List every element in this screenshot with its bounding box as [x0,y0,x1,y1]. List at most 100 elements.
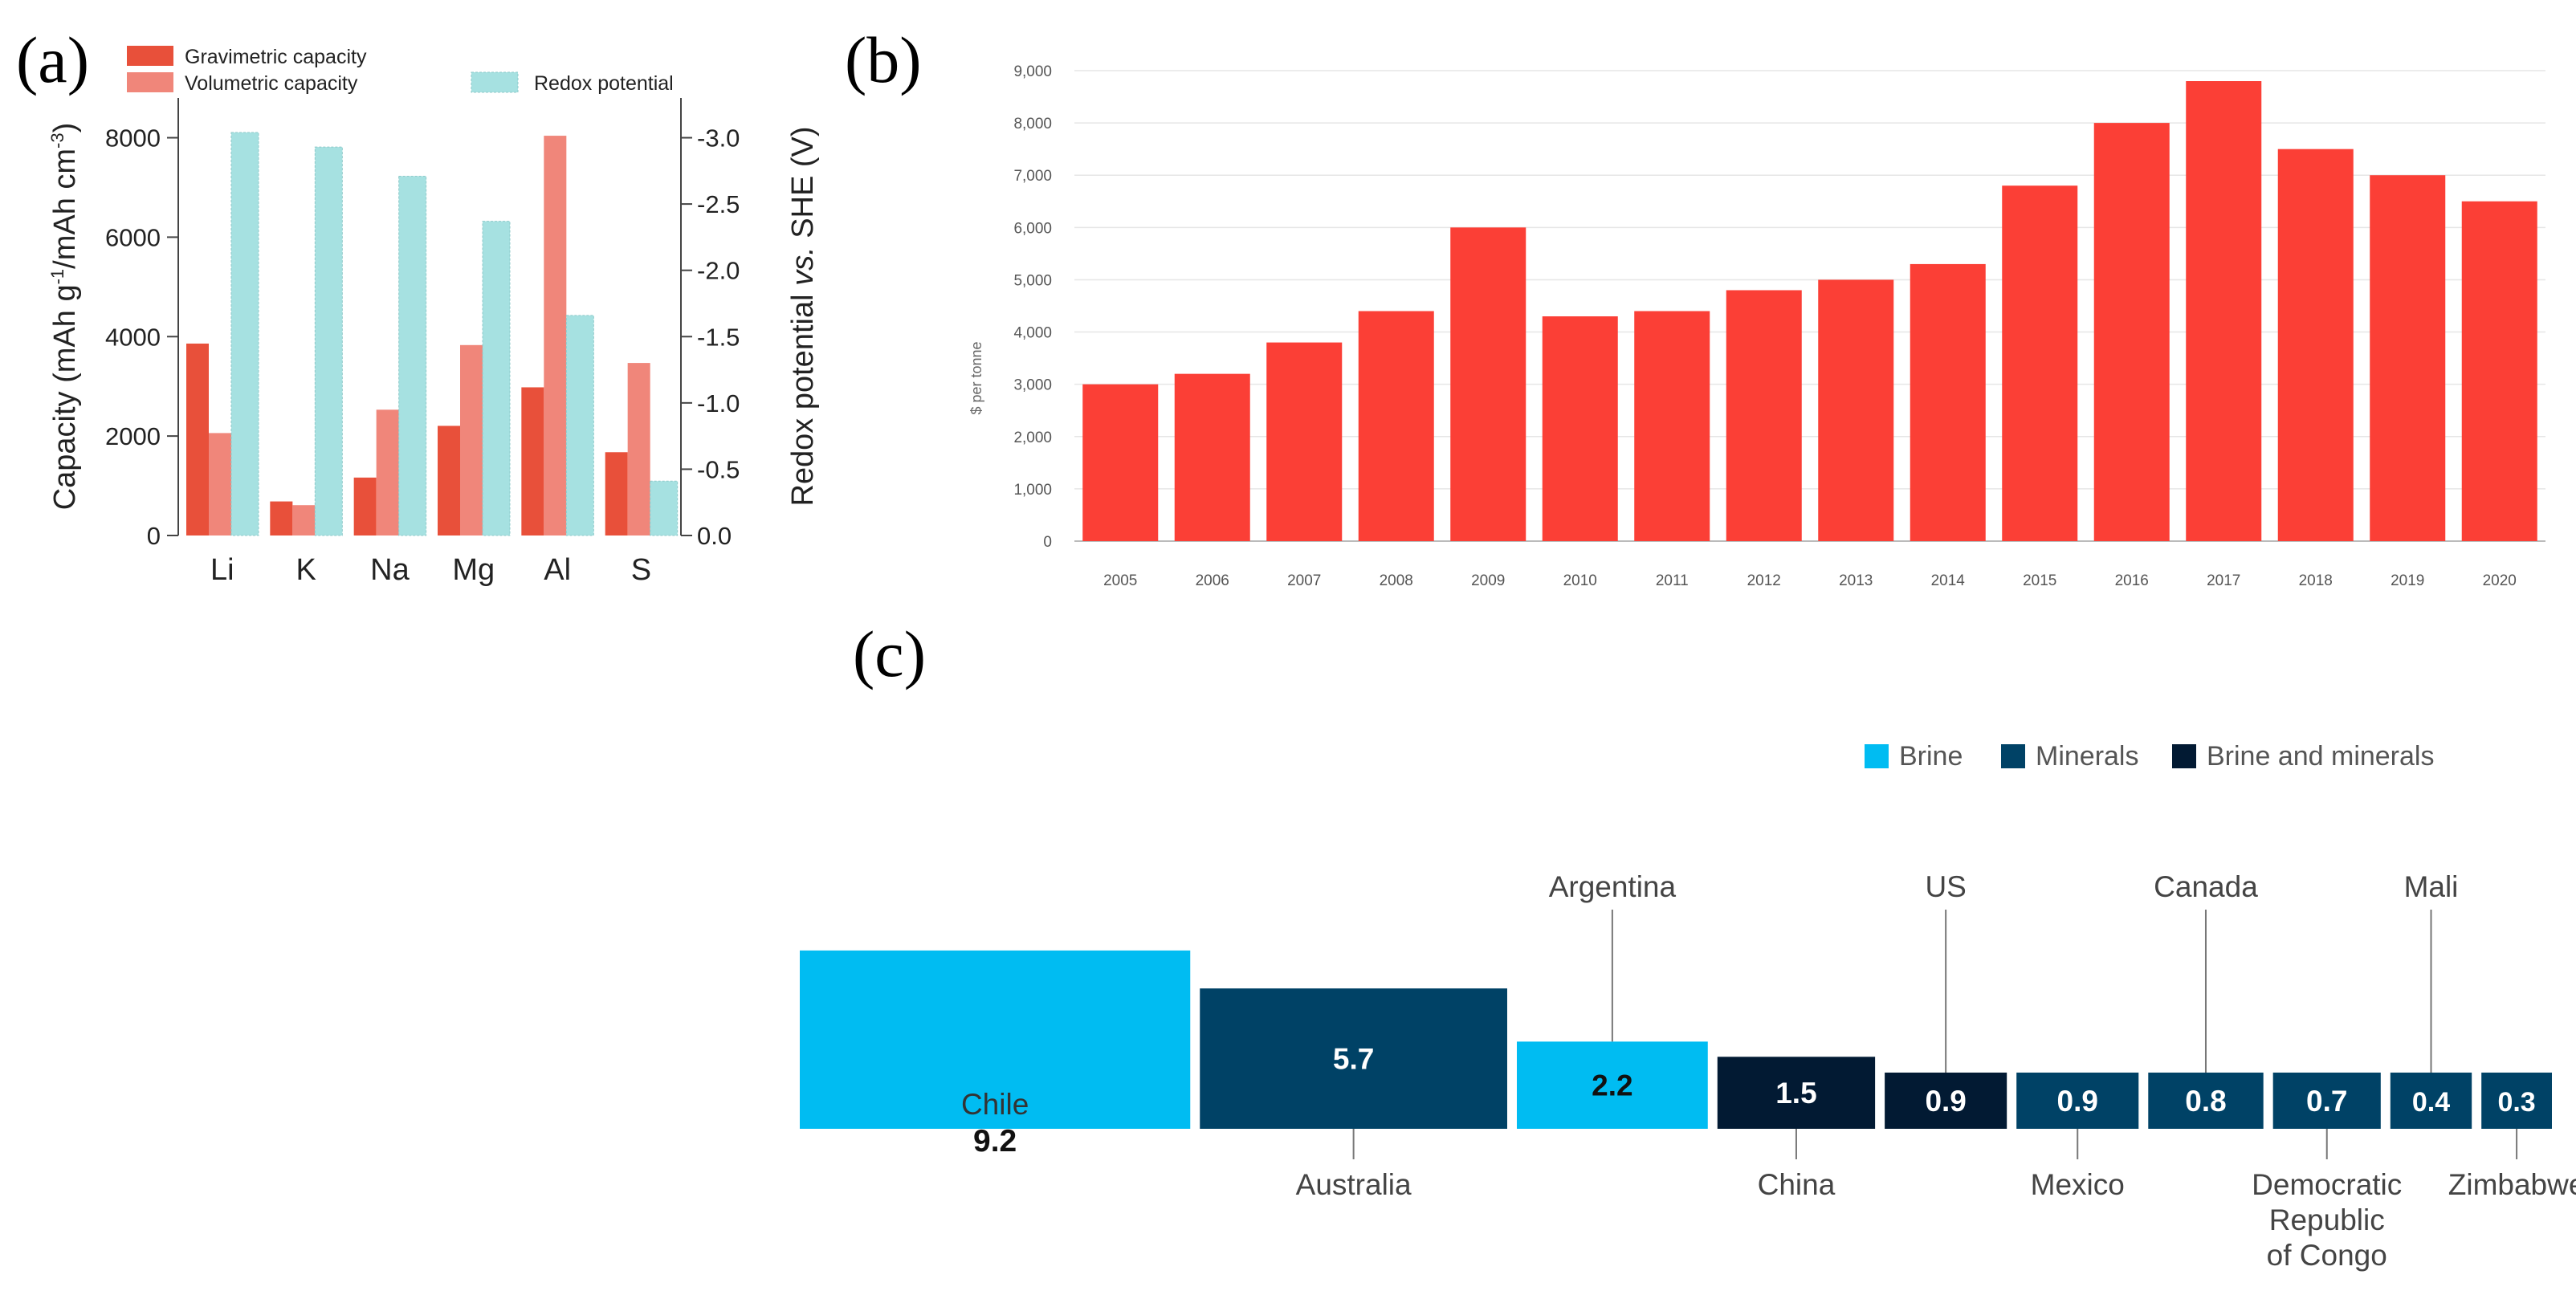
block-us [1885,1073,2007,1129]
value-label-democratic-republic-of-congo: 0.7 [2306,1085,2347,1118]
block-chile [800,950,1191,1129]
bar-price-2005 [1082,384,1159,541]
x-tick-label-b: 2014 [1931,572,1966,589]
y2-axis-title-a-part: SHE (V) [786,126,820,246]
bar-price-2015 [2002,185,2078,541]
tick-label-a-right: -0.5 [697,455,740,483]
bar-price-2013 [1818,279,1894,541]
bar-price-2010 [1542,316,1618,541]
legend-a: Gravimetric capacity Volumetric capacity… [127,46,674,95]
tick-label-b-left: 9,000 [1013,63,1052,80]
x-tick-label-b: 2017 [2207,572,2240,589]
x-tick-label-b: 2012 [1747,572,1781,589]
value-label-china: 1.5 [1775,1077,1816,1110]
x-tick-label-b: 2008 [1380,572,1413,589]
tick-label-a-left: 2000 [105,422,161,450]
tick-label-a-right: -3.0 [697,124,740,153]
y-axis-title-a-part: ) [48,123,82,133]
block-canada [2148,1073,2264,1129]
legend-swatch-brine_and_minerals [2172,744,2196,768]
x-tick-label-b: 2007 [1287,572,1321,589]
block-mali [2390,1073,2472,1129]
bar-price-2018 [2277,149,2354,541]
bar-volumetric-al [544,136,567,535]
bar-volumetric-s [627,363,650,535]
value-label-chile: 9.2 [973,1124,1017,1159]
value-label-argentina: 2.2 [1592,1069,1632,1102]
block-zimbabwe [2481,1073,2552,1129]
country-label-argentina: Argentina [1549,870,1677,903]
bar-price-2012 [1726,290,1802,541]
x-tick-label-b: 2010 [1563,572,1597,589]
country-label-democratic-republic-of-congo: Republic [2269,1203,2385,1236]
legend-swatch-volumetric [127,72,173,92]
country-label-chile: Chile [961,1088,1029,1121]
legend-label-minerals: Minerals [2036,741,2138,772]
x-tick-label-b: 2005 [1103,572,1137,589]
legend-label-volumetric: Volumetric capacity [185,72,358,95]
bar-price-2011 [1634,311,1710,541]
block-argentina [1516,1041,1708,1129]
country-label-china: China [1758,1168,1836,1201]
x-tick-label-a: Mg [452,553,495,587]
y2-axis-title-a-part: vs. [786,246,820,286]
country-label-us: US [1925,870,1966,903]
legend-label-redox: Redox potential [534,72,674,95]
legend-label-gravimetric: Gravimetric capacity [185,46,367,68]
x-tick-label-b: 2006 [1196,572,1229,589]
bar-price-2007 [1266,342,1343,541]
x-tick-label-b: 2016 [2115,572,2149,589]
bar-price-2019 [2370,175,2446,541]
block-australia [1200,988,1507,1129]
tick-label-b-left: 1,000 [1013,482,1052,499]
bar-gravimetric-al [521,387,544,535]
country-label-australia: Australia [1296,1168,1412,1201]
tick-label-a-right: -2.5 [697,190,740,218]
tick-label-b-left: 0 [1043,534,1052,551]
x-tick-label-a: S [631,553,651,587]
x-tick-label-b: 2019 [2391,572,2424,589]
tick-label-b-left: 3,000 [1013,377,1052,394]
panel-c-label: (c) [853,617,926,690]
bar-price-2006 [1174,373,1250,541]
bar-price-2009 [1450,227,1526,541]
tick-label-a-right: 0.0 [697,522,732,550]
bar-gravimetric-mg [438,426,460,535]
value-label-mexico: 0.9 [2057,1085,2098,1118]
tick-label-a-right: -1.5 [697,323,740,351]
country-label-mali: Mali [2404,870,2459,903]
bar-volumetric-mg [460,344,483,535]
country-label-zimbabwe: Zimbabwe [2448,1168,2576,1201]
country-label-democratic-republic-of-congo: Democratic [2252,1168,2402,1201]
x-tick-label-a: Na [370,553,410,587]
panel-b-chart: 0 1,000 2,000 3,000 4,000 5,000 6,000 7,000 8,00… [968,63,2545,589]
legend-label-brine: Brine [1899,741,1963,772]
legend-swatch-brine [1865,744,1889,768]
bar-volumetric-k [292,505,316,535]
bar-gravimetric-li [186,343,209,535]
tick-label-b-left: 7,000 [1013,168,1052,185]
y-axis-title-b: $ per tonne [968,341,984,414]
bar-redox-li [230,132,259,536]
tick-label-a-right: -2.0 [697,257,740,285]
bar-redox-mg [482,221,511,536]
legend-swatch-minerals [2001,744,2025,768]
bar-price-2017 [2186,81,2262,542]
bar-price-2016 [2093,123,2170,542]
bar-price-2014 [1910,263,1986,541]
tick-label-a-left: 8000 [105,124,161,153]
tick-label-b-left: 5,000 [1013,272,1052,289]
value-label-mali: 0.4 [2412,1087,2450,1118]
y-axis-title-a-sup: -1 [47,269,67,285]
tick-label-a-left: 4000 [105,323,161,351]
bar-gravimetric-s [605,452,628,535]
x-tick-label-b: 2020 [2483,572,2517,589]
panel-a-chart: Gravimetric capacity Volumetric capacity… [47,46,820,587]
bar-price-2008 [1358,311,1434,541]
tick-label-a-right: -1.0 [697,389,740,417]
bar-redox-na [398,175,427,536]
x-tick-label-a: Al [544,553,571,587]
tick-label-b-left: 6,000 [1013,220,1052,237]
bar-volumetric-li [209,433,231,535]
bar-redox-al [565,315,594,536]
